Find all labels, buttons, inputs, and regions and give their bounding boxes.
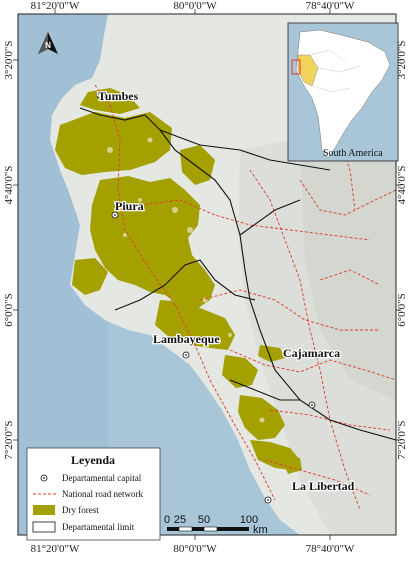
legend-capital-symbol [40, 474, 48, 482]
legend-limit-symbol [32, 521, 56, 533]
scale-tick-25: 25 [174, 514, 186, 526]
scale-unit: km [253, 524, 268, 536]
coord-right-3: 6°0'0"S [396, 293, 408, 327]
map-frame [17, 13, 397, 536]
departmental-limits [79, 107, 397, 441]
coord-bottom-1: 81°20'0"W [31, 543, 80, 555]
graticule-ticks [13, 9, 401, 540]
inset-label: South America [323, 148, 383, 159]
scale-tick-0: 0 [164, 514, 170, 526]
legend-title: Leyenda [71, 453, 115, 467]
label-tumbes: Tumbes [98, 89, 139, 103]
capital-piura [111, 211, 119, 219]
legend-forest-label: Dry forest [62, 505, 99, 515]
coord-left-3: 6°0'0"S [3, 293, 15, 327]
capital-trujillo [264, 496, 272, 504]
coord-bottom-2: 80°0'0"W [173, 543, 217, 555]
coord-top-2: 80°0'0"W [173, 0, 217, 12]
road-network [94, 84, 397, 511]
label-cajamarca: Cajamarca [283, 346, 340, 360]
legend-road-label: National road network [62, 489, 143, 499]
coord-right-1: 3°20'0"S [396, 41, 408, 80]
inset-map: South America [287, 22, 399, 162]
capital-chiclayo [182, 351, 190, 359]
coord-top-1: 81°20'0"W [31, 0, 80, 12]
legend-forest-symbol [33, 505, 55, 515]
capital-cajamarca [308, 401, 316, 409]
scale-tick-50: 50 [198, 514, 210, 526]
coord-left-2: 4°40'0"S [3, 166, 15, 205]
departmental-capitals [96, 91, 316, 504]
north-arrow-icon: N [38, 32, 58, 54]
coord-right-4: 7°20'0"S [396, 421, 408, 460]
capital-tumbes [96, 91, 104, 99]
legend-capital-label: Departamental capital [62, 473, 142, 483]
scale-tick-100: 100 [240, 514, 258, 526]
label-piura: Piura [115, 199, 144, 213]
coord-right-2: 4°40'0"S [396, 166, 408, 205]
label-la-libertad: La Libertad [292, 479, 355, 493]
scale-bar: 0 25 50 100 km [164, 514, 268, 536]
label-lambayeque: Lambayeque [153, 332, 220, 346]
coord-left-1: 3°20'0"S [3, 41, 15, 80]
coord-left-4: 7°20'0"S [3, 421, 15, 460]
legend: Leyenda Departamental capital National r… [26, 447, 161, 541]
coord-bottom-3: 78°40'0"W [306, 543, 355, 555]
svg-text:N: N [45, 41, 51, 50]
legend-limit-label: Departamental limit [62, 522, 135, 532]
coord-top-3: 78°40'0"W [306, 0, 355, 12]
